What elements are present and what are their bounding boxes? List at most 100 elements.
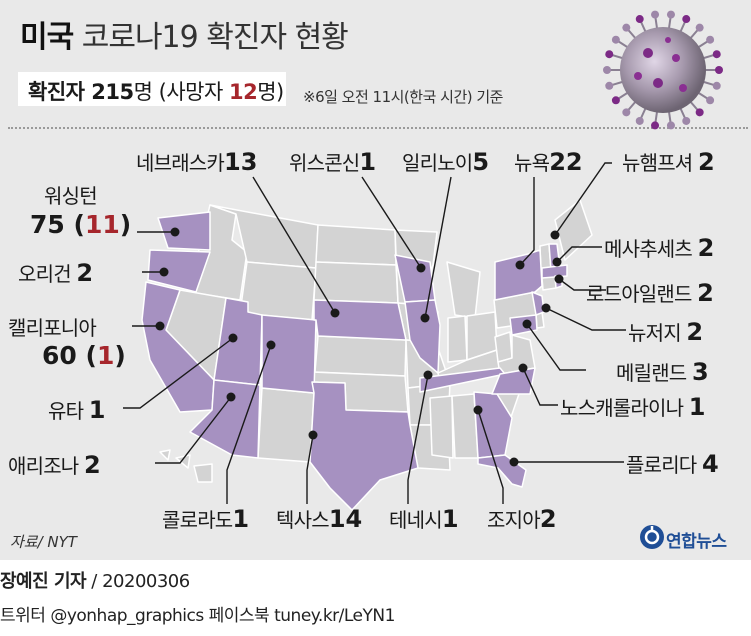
california-deaths: 1 [96,341,115,370]
page-title: 미국 코로나19 확진자 현황 [20,12,349,56]
dot-florida [509,457,519,467]
label-nebraska: 네브래스카13 [136,147,257,176]
state-south-dakota [313,261,399,304]
dot-utah [228,333,238,343]
rhode-island-cases: 2 [697,279,714,307]
new-jersey-name: 뉴저지 [628,321,687,345]
summary-text: 확진자 215명 (사망자 12명) [28,76,284,106]
oregon-name: 오리건 [18,262,77,286]
label-texas: 텍사스14 [276,504,362,533]
state-mississippi [429,395,454,459]
summary-close: 명) [257,80,284,104]
state-north-dakota [315,224,397,266]
oregon-cases: 2 [76,259,94,287]
california-cases: 60 [42,341,77,370]
utah-name: 유타 [48,399,89,423]
label-washington-name: 워싱턴 [44,184,98,208]
colorado-cases: 1 [232,505,250,533]
dot-nebraska [330,308,340,318]
florida-cases: 4 [701,450,719,478]
yonhap-logo-text: 연합뉴스 [666,532,727,552]
summary-label: 확진자 [28,80,92,104]
new-york-cases: 22 [549,148,583,176]
wisconsin-name: 위스콘신 [289,151,360,175]
coronavirus-icon [603,10,723,130]
nebraska-name: 네브래스카 [136,151,225,175]
label-new-york: 뉴욕22 [514,147,583,176]
state-kansas [314,335,407,377]
dot-wisconsin [416,263,426,273]
label-new-jersey: 뉴저지 2 [628,317,703,346]
paren-open: ( [64,210,85,239]
state-west-virginia [494,331,513,363]
label-rhode-island: 로드아일랜드 2 [586,278,714,307]
state-hawaii-3 [193,463,213,483]
label-wisconsin: 위스콘신1 [289,147,376,176]
state-illinois [404,299,441,374]
state-nebraska [313,299,407,341]
label-washington-value: 75 (11) [30,210,131,239]
summary-unit: 명 (사망자 [133,80,229,104]
massachusetts-name: 메사추세츠 [604,237,698,261]
summary-box [18,72,286,106]
utah-cases: 1 [88,396,106,424]
massachusetts-cases: 2 [697,234,715,262]
state-oregon [147,249,211,293]
georgia-name: 조지아 [487,508,541,532]
label-utah: 유타 1 [48,395,105,424]
dot-colorado [266,340,276,350]
summary-total: 215 [91,80,134,104]
arizona-name: 애리조나 [8,454,84,478]
dot-rhode-island [554,274,564,284]
social-line: 트위터 @yonhap_graphics 페이스북 tuney.kr/LeYN1 [0,606,395,626]
label-georgia: 조지아2 [487,504,557,533]
dot-maryland [522,319,532,329]
state-hawaii-2 [175,454,191,469]
dot-california [155,321,165,331]
label-oregon: 오리건 2 [18,258,93,287]
state-indiana [447,315,468,363]
maryland-name: 메릴랜드 [616,361,692,385]
new-hampshire-cases: 2 [697,148,715,176]
basis-note: ※6일 오전 11시(한국 시간) 기준 [303,88,503,106]
illinois-cases: 5 [472,148,490,176]
maryland-cases: 3 [691,358,709,386]
new-hampshire-name: 뉴햄프셔 [622,151,698,175]
dot-georgia [473,405,483,415]
texas-name: 텍사스 [276,508,330,532]
title-rest: 코로나19 확진자 현황 [73,20,349,55]
dot-new-york [515,260,525,270]
rhode-island-name: 로드아일랜드 [586,282,698,306]
tennessee-name: 테네시 [389,508,443,532]
label-new-hampshire: 뉴햄프셔 2 [622,147,715,176]
dot-oregon [159,267,169,277]
new-york-name: 뉴욕 [514,151,550,175]
paren-close: ) [114,341,126,370]
georgia-cases: 2 [539,505,557,533]
label-massachusetts: 메사추세츠 2 [604,233,714,262]
paren-close: ) [119,210,132,239]
label-california-value: 60 (1) [42,341,126,370]
state-washington [157,211,211,251]
dot-massachusetts [552,257,562,267]
dot-tennessee [423,370,433,380]
dot-new-hampshire [550,230,560,240]
label-maryland: 메릴랜드 3 [616,357,709,386]
dot-illinois [420,313,430,323]
washington-cases: 75 [30,210,65,239]
label-arizona: 애리조나 2 [8,450,101,479]
tennessee-cases: 1 [441,505,459,533]
label-florida: 플로리다 4 [626,449,719,478]
state-hawaii-1 [159,449,171,461]
state-florida [477,454,527,488]
state-maine [554,199,593,261]
source-note: 자료/ NYT [10,533,77,551]
dotted-divider [8,127,748,129]
dot-texas [308,430,318,440]
state-new-york [494,249,543,301]
summary-deaths: 12 [228,80,258,104]
wisconsin-cases: 1 [359,148,377,176]
state-new-mexico [257,387,315,463]
credit-line: 장예진 기자 / 20200306 [0,567,190,593]
illinois-name: 일리노이 [402,151,473,175]
